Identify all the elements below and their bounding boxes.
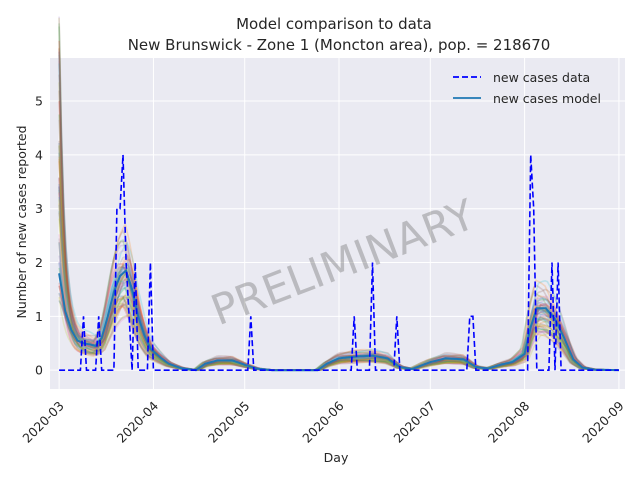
series-lines — [58, 154, 619, 372]
y-axis-label: Number of new cases reported — [14, 125, 29, 318]
y-tick-label: 1 — [35, 309, 43, 324]
chart-title: Model comparison to data — [236, 15, 432, 33]
legend-label-model: new cases model — [493, 91, 601, 106]
legend-label-data: new cases data — [493, 70, 590, 85]
y-tick-label: 4 — [35, 147, 43, 162]
series-line-new-cases-data — [59, 154, 619, 371]
y-axis-ticks: 0 1 2 3 4 5 — [35, 94, 43, 378]
y-tick-label: 5 — [35, 94, 43, 109]
chart-subtitle: New Brunswick - Zone 1 (Moncton area), p… — [128, 36, 551, 54]
y-tick-label: 3 — [35, 201, 43, 216]
model-run-line — [58, 192, 619, 371]
legend: new cases data new cases model — [453, 70, 601, 106]
x-axis-label: Day — [324, 450, 349, 465]
y-tick-label: 2 — [35, 255, 43, 270]
y-tick-label: 0 — [35, 363, 43, 378]
model-run-line — [58, 212, 619, 371]
